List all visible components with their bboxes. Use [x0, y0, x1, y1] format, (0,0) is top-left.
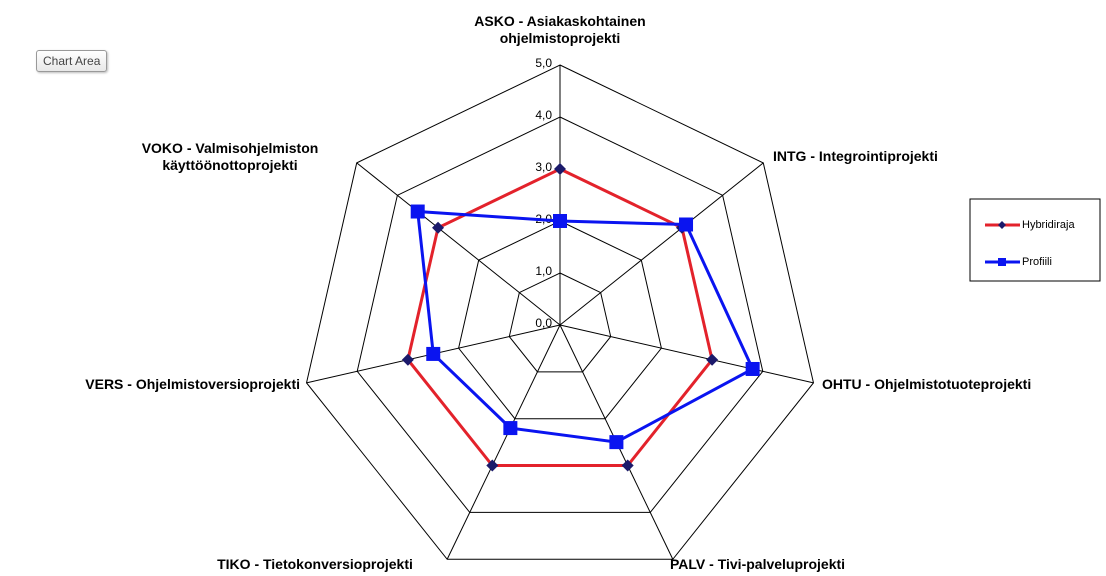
- category-label: OHTU - Ohjelmistotuoteprojekti: [822, 376, 1032, 392]
- marker: [679, 217, 694, 232]
- marker: [745, 361, 760, 376]
- category-label: ASKO - Asiakaskohtainen ohjelmistoprojek…: [474, 13, 646, 46]
- legend-label: Hybridiraja: [1022, 219, 1075, 231]
- marker: [554, 163, 566, 175]
- spoke: [446, 324, 561, 560]
- category-label: VOKO - Valmisohjelmiston käyttöönottopro…: [141, 140, 319, 173]
- grid-ring: [356, 116, 764, 513]
- marker: [609, 435, 624, 450]
- marker: [503, 421, 518, 436]
- legend: Hybridiraja Profiili: [969, 198, 1101, 282]
- tick-label: 4,0: [535, 108, 552, 122]
- category-label: TIKO - Tietokonversioprojekti: [217, 556, 413, 572]
- marker: [401, 353, 414, 366]
- marker: [410, 204, 425, 219]
- marker: [553, 214, 567, 228]
- spoke: [559, 324, 814, 384]
- grid-ring: [305, 64, 815, 560]
- tick-label: 5,0: [535, 56, 552, 70]
- category-label: PALV - Tivi-palveluprojekti: [670, 556, 846, 572]
- category-label: VERS - Ohjelmistoversioprojekti: [85, 376, 300, 392]
- marker: [621, 459, 634, 472]
- category-label: INTG - Integrointiprojekti: [773, 148, 938, 164]
- grid-ring: [508, 272, 612, 373]
- legend-marker: [998, 221, 1006, 229]
- legend-box: [969, 198, 1101, 282]
- tick-label: 3,0: [535, 160, 552, 174]
- legend-marker: [998, 258, 1006, 266]
- chart-area-tooltip: Chart Area: [36, 50, 108, 72]
- marker: [706, 353, 719, 366]
- legend-label: Profiili: [1022, 256, 1052, 268]
- grid-ring: [458, 220, 662, 420]
- marker: [432, 221, 445, 234]
- series-line: [416, 209, 755, 444]
- tick-label: 0,0: [535, 316, 552, 330]
- spoke: [356, 162, 561, 326]
- series-line: [406, 167, 714, 468]
- marker: [426, 346, 441, 361]
- spoke: [559, 162, 764, 326]
- tick-label: 1,0: [535, 264, 552, 278]
- marker: [486, 459, 499, 472]
